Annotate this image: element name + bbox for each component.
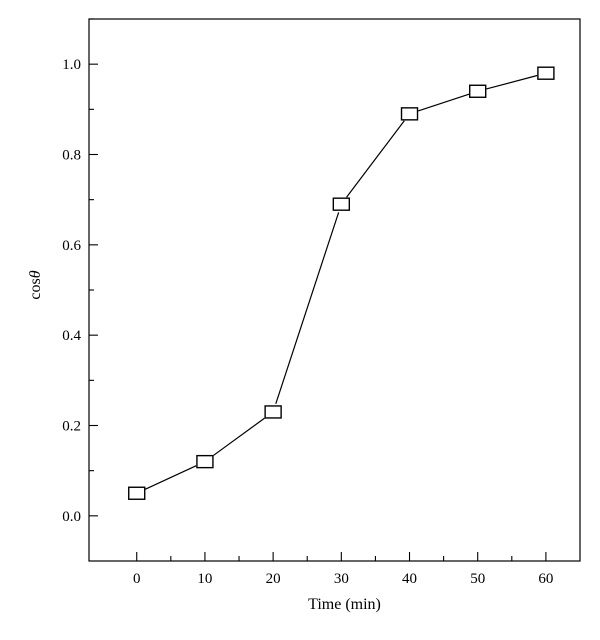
data-point-marker [537, 66, 555, 80]
series-line-segment [213, 417, 265, 456]
x-axis-title: Time (min) [308, 596, 381, 613]
y-axis-title: cosθ [27, 270, 44, 299]
y-axis-title-symbol: θ [27, 270, 44, 278]
y-tick-label: 1.0 [62, 57, 81, 73]
y-tick-label: 0.4 [62, 328, 81, 344]
data-point-marker [400, 107, 419, 121]
plot-frame [88, 18, 581, 562]
x-tick-label: 20 [266, 571, 281, 587]
data-point-marker [128, 486, 146, 500]
data-point-marker [264, 405, 282, 419]
y-tick-label: 0.6 [62, 238, 81, 254]
x-tick-label: 60 [538, 571, 553, 587]
x-tick-label: 40 [402, 571, 417, 587]
series-layer [128, 66, 555, 500]
y-axis-title-base: cos [27, 278, 44, 299]
x-tick-label: 10 [197, 571, 212, 587]
x-axis: 0 10 20 30 40 50 60 [133, 552, 553, 587]
y-tick-label: 0.8 [62, 148, 81, 164]
y-axis: 0.0 0.2 0.4 0.6 0.8 1.0 [62, 18, 98, 525]
y-tick-label: 0.0 [62, 509, 81, 525]
data-point-marker [196, 454, 214, 469]
data-point-marker [332, 197, 351, 211]
x-tick-label: 50 [470, 571, 485, 587]
series-line-segment [275, 212, 340, 405]
series-line-segment [145, 465, 197, 490]
series-line-segment [346, 120, 405, 198]
series-line-segment [486, 74, 538, 90]
x-tick-label: 30 [334, 571, 349, 587]
data-point-marker [469, 84, 487, 98]
series-line-segment [418, 93, 470, 112]
y-tick-label: 0.2 [62, 419, 81, 435]
x-tick-label: 0 [133, 571, 141, 587]
